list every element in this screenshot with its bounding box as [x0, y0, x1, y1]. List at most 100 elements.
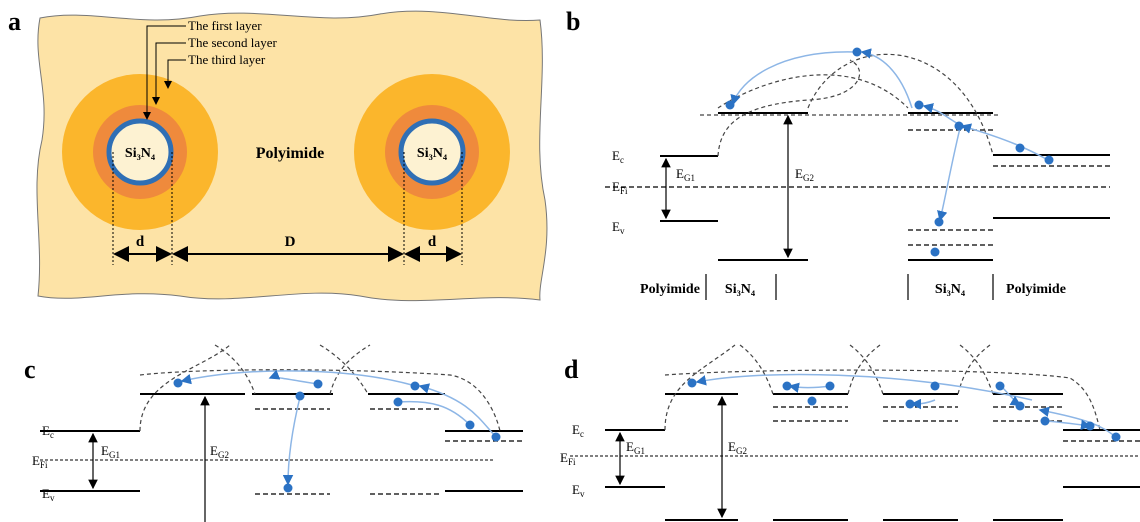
spacing-label: d — [428, 234, 437, 250]
level-label: E — [560, 450, 568, 465]
label: EG2 — [728, 439, 747, 456]
level-label: E — [210, 443, 218, 458]
level-sub: G2 — [218, 450, 229, 460]
label: Ec — [612, 148, 624, 165]
label: EFi — [612, 179, 628, 196]
shape — [411, 382, 420, 391]
panel-label: a — [8, 7, 21, 36]
electrons — [726, 48, 1054, 257]
label: Ec — [42, 423, 54, 440]
shape — [284, 484, 293, 493]
shape — [394, 398, 403, 407]
shape — [906, 400, 915, 409]
level-label: E — [42, 486, 50, 501]
core-label: Si₃N₄ — [417, 146, 448, 161]
label: Ev — [42, 486, 55, 503]
label: Ec — [572, 422, 584, 439]
level-label: E — [101, 443, 109, 458]
line-shape — [1040, 410, 1116, 437]
layer-label: The first layer — [188, 18, 262, 33]
label: EG2 — [210, 443, 229, 460]
shape — [296, 392, 305, 401]
level-label: E — [795, 166, 803, 181]
level-sub: Fi — [40, 460, 48, 470]
region-label: Si₃N₄ — [935, 282, 966, 297]
electrons — [688, 379, 1121, 442]
shape — [726, 101, 735, 110]
line-shape — [790, 386, 830, 388]
shape — [1016, 144, 1025, 153]
panel-label: c — [24, 355, 36, 384]
shape — [808, 397, 817, 406]
panel-c: c Ec EFi Ev EG1 EG2 — [24, 345, 523, 522]
line-shape — [700, 54, 1000, 156]
line-shape — [862, 52, 912, 108]
shape — [915, 101, 924, 110]
level-sub: c — [50, 430, 54, 440]
level-sub: G2 — [803, 173, 814, 183]
spacing-label: d — [136, 234, 145, 250]
level-sub: Fi — [620, 186, 628, 196]
level-label: E — [612, 219, 620, 234]
label: EFi — [32, 453, 48, 470]
matrix-label: Polyimide — [256, 145, 324, 162]
panel-b: b Ec EFi Ev EG1 EG2 Polyimide Si₃N₄ Si₃N… — [566, 7, 1110, 300]
electron-paths — [182, 371, 496, 484]
shape — [931, 382, 940, 391]
shape — [1016, 402, 1025, 411]
label: EG1 — [676, 166, 695, 183]
shape — [466, 421, 475, 430]
electrons — [174, 379, 501, 493]
figure: a Si₃N₄ Si₃N₄ Polyimide The first layer … — [0, 0, 1140, 522]
label: Ev — [572, 482, 585, 499]
shape — [853, 48, 862, 57]
spacing-label: D — [285, 234, 296, 250]
shape — [174, 379, 183, 388]
line-shape — [697, 375, 1032, 400]
level-label: E — [626, 439, 634, 454]
level-sub: c — [620, 155, 624, 165]
region-label: Si₃N₄ — [725, 282, 756, 297]
label: EG1 — [626, 439, 645, 456]
level-sub: G1 — [109, 450, 120, 460]
level-sub: G1 — [634, 446, 645, 456]
level-label: E — [612, 179, 620, 194]
level-label: E — [728, 439, 736, 454]
layer-label: The third layer — [188, 52, 266, 67]
shape — [1112, 433, 1121, 442]
line-shape — [270, 377, 318, 384]
panel-label: d — [564, 355, 579, 384]
shape — [1041, 417, 1050, 426]
level-sub: c — [580, 429, 584, 439]
panel-a: a Si₃N₄ Si₃N₄ Polyimide The first layer … — [8, 7, 547, 301]
panel-label: b — [566, 7, 580, 36]
panel-d: d Ec EFi Ev EG1 EG2 — [560, 345, 1140, 520]
line-shape — [912, 400, 935, 404]
level-label: E — [612, 148, 620, 163]
level-label: E — [42, 423, 50, 438]
shape — [955, 122, 964, 131]
shape — [492, 433, 501, 442]
line-shape — [1045, 421, 1090, 426]
shape — [1045, 156, 1054, 165]
level-sub: G2 — [736, 446, 747, 456]
shape — [688, 379, 697, 388]
shape — [826, 382, 835, 391]
region-label: Polyimide — [640, 282, 700, 297]
line-shape — [288, 397, 300, 484]
level-label: E — [572, 422, 580, 437]
level-label: E — [676, 166, 684, 181]
line-shape — [398, 402, 470, 425]
core-label: Si₃N₄ — [125, 146, 156, 161]
line-shape — [182, 371, 412, 385]
shape — [783, 382, 792, 391]
line-shape — [940, 128, 960, 220]
shape — [1086, 422, 1095, 431]
electron-paths — [733, 52, 1048, 220]
label: EFi — [560, 450, 576, 467]
line-shape — [665, 345, 1100, 430]
label: EG2 — [795, 166, 814, 183]
level-sub: G1 — [684, 173, 695, 183]
layer-label: The second layer — [188, 35, 277, 50]
shape — [314, 380, 323, 389]
